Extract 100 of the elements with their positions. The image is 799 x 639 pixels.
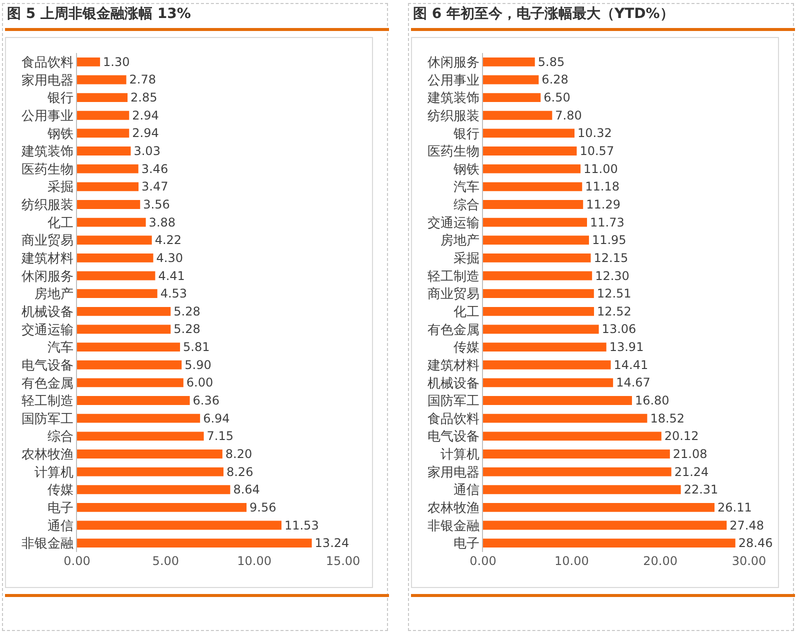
y-tick-label: 食品饮料 — [427, 412, 480, 427]
bar — [483, 414, 648, 423]
data-label: 5.81 — [183, 340, 210, 354]
bar — [77, 538, 312, 548]
data-label: 8.26 — [226, 464, 254, 479]
y-tick-label: 休闲服务 — [21, 269, 74, 284]
y-tick-label: 采掘 — [453, 252, 480, 266]
y-tick-label: 机械设备 — [21, 304, 74, 320]
x-tick-label: 0.00 — [470, 554, 496, 568]
bar — [483, 324, 599, 334]
data-label: 6.50 — [544, 90, 570, 105]
bar — [483, 218, 588, 227]
x-tick-label: 10.00 — [554, 554, 589, 568]
y-tick-label: 有色金属 — [427, 322, 480, 338]
data-label: 22.31 — [684, 482, 718, 497]
y-tick-label: 银行 — [452, 126, 480, 142]
data-label: 5.28 — [174, 304, 200, 318]
data-label: 2.78 — [129, 72, 156, 87]
data-label: 6.36 — [192, 394, 220, 408]
data-label: 3.47 — [142, 180, 168, 194]
data-label: 16.80 — [634, 394, 670, 408]
data-label: 5.85 — [538, 54, 565, 69]
y-tick-label: 电子 — [47, 501, 74, 516]
bar — [483, 236, 589, 245]
data-label: 11.73 — [590, 215, 624, 230]
data-label: 5.90 — [184, 358, 212, 372]
bar — [483, 57, 535, 66]
y-tick-label: 交通运输 — [427, 214, 480, 231]
bar — [483, 396, 632, 405]
chart-title: 图 5 上周非银金融涨幅 13% — [7, 5, 191, 23]
data-label: 9.56 — [250, 500, 276, 514]
y-tick-label: 建筑材料 — [426, 358, 480, 374]
y-tick-label: 汽车 — [47, 340, 74, 356]
y-tick-label: 商业贸易 — [427, 287, 480, 302]
x-tick-label: 5.00 — [152, 554, 180, 568]
data-label: 2.94 — [132, 108, 159, 122]
x-tick-label: 30.00 — [732, 554, 766, 568]
y-tick-label: 国防军工 — [427, 394, 480, 410]
y-tick-label: 食品饮料 — [21, 55, 74, 70]
bar — [77, 306, 171, 316]
bar — [483, 164, 581, 174]
y-tick-label: 化工 — [453, 304, 480, 320]
y-tick-label: 采掘 — [47, 180, 74, 196]
y-tick-label: 商业贸易 — [21, 234, 74, 249]
bar — [483, 182, 582, 192]
data-label: 4.41 — [158, 268, 185, 283]
data-label: 27.48 — [730, 518, 764, 532]
y-tick-label: 通信 — [47, 518, 74, 534]
data-label: 12.15 — [594, 250, 628, 265]
data-label: 6.94 — [203, 411, 230, 426]
x-tick-label: 20.00 — [643, 554, 678, 568]
data-label: 3.03 — [134, 144, 160, 158]
bar — [483, 378, 614, 388]
data-label: 12.30 — [595, 268, 630, 283]
bar — [483, 146, 577, 156]
y-tick-label: 国防军工 — [21, 412, 74, 427]
x-tick-label: 15.00 — [326, 554, 360, 568]
y-tick-label: 综合 — [47, 430, 74, 445]
bar — [483, 485, 681, 494]
y-tick-label: 化工 — [47, 216, 74, 231]
data-label: 28.46 — [738, 536, 773, 550]
data-label: 8.20 — [225, 446, 252, 461]
bar — [77, 128, 130, 138]
bar — [77, 502, 247, 512]
bar — [77, 93, 128, 102]
data-label: 21.24 — [674, 464, 709, 479]
data-label: 3.56 — [143, 197, 170, 212]
bar — [77, 146, 131, 156]
data-label: 14.67 — [616, 376, 650, 390]
bar — [483, 93, 541, 102]
y-tick-label: 纺织服装 — [427, 108, 480, 124]
bar — [483, 520, 727, 530]
bar — [483, 253, 591, 262]
bar — [77, 324, 171, 334]
bar — [77, 75, 126, 84]
y-tick-label: 有色金属 — [21, 376, 74, 392]
bar — [77, 467, 224, 476]
data-label: 18.52 — [650, 411, 685, 426]
x-tick-label: 0.00 — [64, 554, 90, 568]
bar — [483, 306, 594, 316]
x-tick-label: 10.00 — [237, 554, 272, 568]
y-tick-label: 非银金融 — [427, 518, 480, 534]
data-label: 5.28 — [174, 322, 200, 336]
y-tick-label: 非银金融 — [21, 536, 74, 552]
data-label: 3.88 — [148, 215, 176, 230]
bar — [483, 432, 662, 441]
bar — [77, 218, 146, 227]
y-tick-label: 家用电器 — [427, 464, 480, 480]
bar — [77, 57, 100, 66]
y-tick-label: 轻工制造 — [427, 269, 480, 284]
data-label: 10.32 — [578, 126, 612, 140]
y-tick-label: 传媒 — [47, 483, 74, 498]
bar — [483, 502, 715, 512]
bar — [483, 128, 574, 138]
y-tick-label: 公用事业 — [21, 108, 74, 124]
y-tick-label: 休闲服务 — [427, 55, 480, 70]
bar — [77, 432, 204, 441]
bar — [77, 110, 130, 120]
data-label: 11.53 — [284, 518, 319, 532]
bar — [483, 289, 594, 298]
